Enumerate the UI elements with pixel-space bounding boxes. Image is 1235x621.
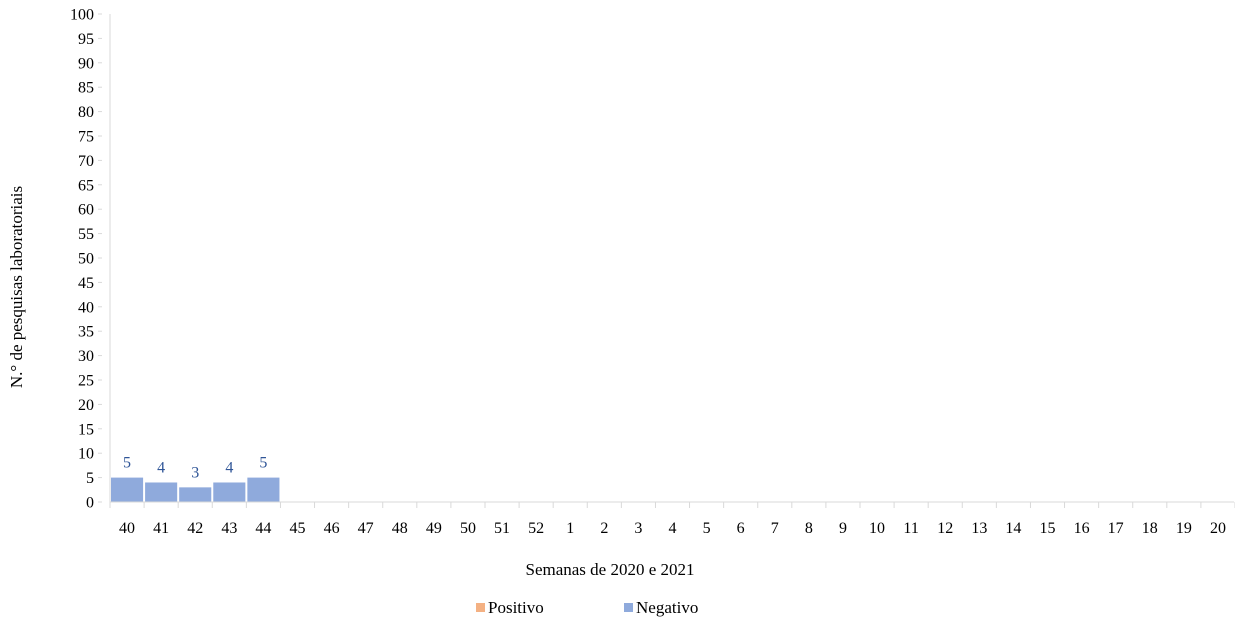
y-tick-label: 0 xyxy=(86,495,94,512)
y-axis-title: N.° de pesquisas laboratoriais xyxy=(7,186,26,388)
x-tick-label: 19 xyxy=(1176,520,1192,537)
bar-negativo-40 xyxy=(111,477,144,502)
legend-swatch xyxy=(476,603,485,612)
x-tick-label: 51 xyxy=(494,520,510,537)
x-tick-label: 2 xyxy=(600,520,608,537)
x-tick-label: 13 xyxy=(971,520,987,537)
legend-item-positivo: Positivo xyxy=(476,598,544,617)
legend-item-negativo: Negativo xyxy=(624,598,698,617)
bar-negativo-43 xyxy=(213,482,246,502)
legend: Positivo Negativo xyxy=(476,598,698,617)
y-tick-label: 30 xyxy=(78,348,94,365)
y-tick-label: 15 xyxy=(78,421,94,438)
x-tick-label: 52 xyxy=(528,520,544,537)
legend-swatch xyxy=(624,603,633,612)
y-tick-label: 40 xyxy=(78,299,94,316)
y-tick-label: 55 xyxy=(78,226,94,243)
x-tick-label: 46 xyxy=(324,520,340,537)
x-tick-label: 14 xyxy=(1005,520,1021,537)
bar-negativo-44 xyxy=(247,477,280,502)
y-axis-ticks: 0 5 10 15 20 25 30 35 40 45 50 55 60 65 70 75 80 85 90 95 10… xyxy=(70,7,102,512)
y-tick-label: 85 xyxy=(78,80,94,97)
y-tick-label: 60 xyxy=(78,202,94,219)
x-tick-label: 12 xyxy=(937,520,953,537)
legend-label: Negativo xyxy=(636,598,698,617)
y-tick-label: 50 xyxy=(78,251,94,268)
x-tick-label: 47 xyxy=(358,520,374,537)
y-tick-label: 65 xyxy=(78,177,94,194)
data-label: 5 xyxy=(123,455,131,472)
x-tick-label: 20 xyxy=(1210,520,1226,537)
plot-area: 5 4 3 4 5 xyxy=(111,455,280,502)
data-label: 3 xyxy=(191,464,199,481)
y-tick-label: 90 xyxy=(78,55,94,72)
x-tick-label: 18 xyxy=(1142,520,1158,537)
x-tick-label: 8 xyxy=(805,520,813,537)
x-tick-label: 7 xyxy=(771,520,779,537)
x-tick-label: 49 xyxy=(426,520,442,537)
y-tick-label: 5 xyxy=(86,470,94,487)
y-tick-label: 45 xyxy=(78,275,94,292)
bar-negativo-42 xyxy=(179,487,212,502)
x-tick-label: 15 xyxy=(1040,520,1056,537)
x-axis-ticks: 40 41 42 43 44 45 46 47 48 49 50 51 52 1 2 3 4 5 6 7 8 9 10 11 1… xyxy=(109,502,1235,537)
x-tick-label: 5 xyxy=(703,520,711,537)
bar-negativo-41 xyxy=(145,482,178,502)
y-tick-label: 20 xyxy=(78,397,94,414)
x-tick-label: 41 xyxy=(153,520,169,537)
y-tick-label: 75 xyxy=(78,129,94,146)
x-tick-label: 3 xyxy=(634,520,642,537)
legend-label: Positivo xyxy=(488,598,544,617)
x-tick-label: 9 xyxy=(839,520,847,537)
data-label: 4 xyxy=(225,459,233,476)
x-tick-label: 17 xyxy=(1108,520,1124,537)
y-tick-label: 35 xyxy=(78,324,94,341)
x-tick-label: 16 xyxy=(1074,520,1090,537)
x-tick-label: 48 xyxy=(392,520,408,537)
x-tick-label: 44 xyxy=(255,520,271,537)
x-axis-title: Semanas de 2020 e 2021 xyxy=(525,560,694,579)
x-tick-label: 4 xyxy=(669,520,677,537)
y-tick-label: 70 xyxy=(78,153,94,170)
y-tick-label: 10 xyxy=(78,446,94,463)
axes xyxy=(109,14,1234,503)
x-tick-label: 42 xyxy=(187,520,203,537)
x-tick-label: 45 xyxy=(290,520,306,537)
x-tick-label: 11 xyxy=(903,520,918,537)
data-label: 5 xyxy=(259,455,267,472)
x-tick-label: 40 xyxy=(119,520,135,537)
y-tick-label: 100 xyxy=(70,7,94,24)
y-tick-label: 80 xyxy=(78,104,94,121)
x-tick-label: 10 xyxy=(869,520,885,537)
x-tick-label: 6 xyxy=(737,520,745,537)
x-tick-label: 50 xyxy=(460,520,476,537)
data-label: 4 xyxy=(157,459,165,476)
y-tick-label: 95 xyxy=(78,31,94,48)
x-tick-label: 43 xyxy=(221,520,237,537)
x-tick-label: 1 xyxy=(566,520,574,537)
y-tick-label: 25 xyxy=(78,373,94,390)
